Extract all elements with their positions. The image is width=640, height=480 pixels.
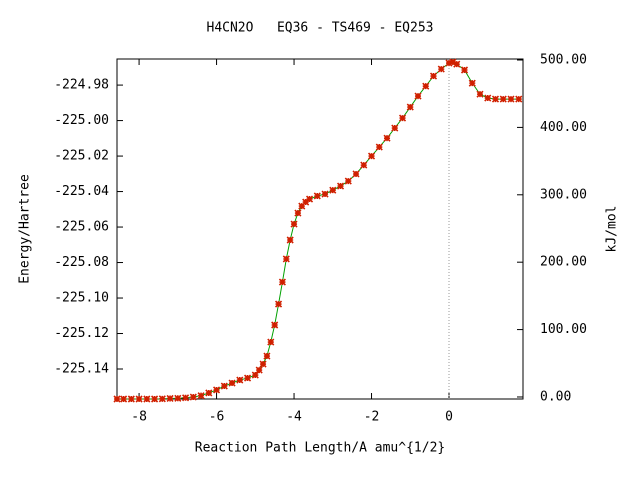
data-point bbox=[375, 143, 383, 151]
data-point bbox=[286, 236, 294, 244]
data-point bbox=[120, 395, 128, 403]
data-point bbox=[255, 366, 263, 374]
data-point bbox=[228, 379, 236, 387]
data-point bbox=[113, 395, 121, 403]
data-point bbox=[271, 321, 279, 329]
data-point bbox=[398, 114, 407, 122]
data-point bbox=[460, 66, 469, 74]
data-point bbox=[383, 134, 391, 142]
data-point bbox=[414, 92, 422, 100]
data-point bbox=[429, 72, 438, 80]
x-tick-label: 0 bbox=[445, 410, 453, 425]
data-point bbox=[220, 382, 228, 390]
data-point bbox=[302, 198, 310, 206]
y-tick-label: -225.10 bbox=[54, 291, 109, 306]
y-tick-label: -225.00 bbox=[54, 113, 109, 128]
data-point bbox=[278, 278, 286, 286]
data-point bbox=[236, 376, 244, 384]
data-point bbox=[468, 79, 476, 87]
data-point bbox=[437, 65, 445, 73]
data-point bbox=[182, 394, 190, 402]
data-point bbox=[143, 395, 151, 403]
data-point bbox=[449, 58, 457, 66]
data-point bbox=[507, 95, 515, 103]
data-point bbox=[197, 392, 205, 400]
data-point bbox=[445, 59, 453, 67]
plot-border bbox=[116, 58, 524, 400]
y2-tick-label: 400.00 bbox=[540, 120, 587, 135]
data-point bbox=[282, 255, 290, 263]
data-point bbox=[329, 186, 337, 194]
y-tick-label: -225.08 bbox=[54, 255, 109, 270]
y2-tick-label: 300.00 bbox=[540, 187, 587, 202]
data-point bbox=[135, 395, 143, 403]
x-tick-label: -2 bbox=[364, 410, 380, 425]
y2-tick-label: 200.00 bbox=[540, 255, 587, 270]
data-point bbox=[251, 371, 259, 379]
data-point bbox=[321, 190, 329, 198]
data-point bbox=[243, 374, 252, 382]
data-point bbox=[212, 386, 221, 394]
data-point bbox=[166, 394, 174, 403]
y2-tick-label: 500.00 bbox=[540, 53, 587, 68]
x-tick-label: -4 bbox=[286, 410, 302, 425]
y-tick-label: -225.12 bbox=[54, 326, 109, 341]
y2-tick-label: 0.00 bbox=[540, 389, 571, 404]
data-point bbox=[491, 95, 500, 103]
x-tick-label: -8 bbox=[131, 410, 147, 425]
data-point bbox=[305, 195, 314, 203]
data-point bbox=[189, 393, 197, 401]
y-tick-label: -225.14 bbox=[54, 362, 109, 377]
data-point bbox=[352, 170, 360, 178]
y-tick-label: -225.02 bbox=[54, 149, 109, 164]
data-point bbox=[499, 95, 507, 103]
data-point bbox=[127, 395, 135, 403]
data-point bbox=[174, 394, 182, 402]
data-point bbox=[290, 220, 298, 228]
data-point bbox=[484, 94, 492, 102]
data-point bbox=[406, 103, 414, 111]
x-axis-label: Reaction Path Length/A amu^{1/2} bbox=[195, 441, 445, 456]
data-point bbox=[313, 192, 321, 200]
data-point bbox=[344, 177, 352, 185]
data-point bbox=[151, 395, 159, 403]
y2-axis-label: kJ/mol bbox=[605, 206, 620, 253]
data-point bbox=[263, 352, 271, 360]
data-point bbox=[453, 60, 461, 68]
data-point bbox=[267, 338, 275, 346]
data-point bbox=[298, 202, 306, 210]
data-point bbox=[274, 300, 283, 308]
y-axis-label: Energy/Hartree bbox=[18, 174, 33, 284]
data-point bbox=[259, 360, 267, 368]
y-tick-label: -224.98 bbox=[54, 78, 109, 93]
data-point bbox=[336, 182, 345, 190]
y2-tick-label: 100.00 bbox=[540, 322, 587, 337]
data-point bbox=[158, 395, 166, 403]
data-point bbox=[205, 389, 213, 397]
data-point bbox=[515, 95, 523, 103]
data-point bbox=[391, 124, 399, 132]
data-point bbox=[367, 152, 376, 160]
y-tick-label: -225.04 bbox=[54, 184, 109, 199]
data-point bbox=[476, 90, 484, 98]
data-point bbox=[422, 82, 430, 90]
y-tick-label: -225.06 bbox=[54, 220, 109, 235]
data-point bbox=[294, 209, 302, 217]
data-point bbox=[360, 161, 368, 169]
chart-title: H4CN2O EQ36 - TS469 - EQ253 bbox=[207, 21, 434, 36]
x-tick-label: -6 bbox=[209, 410, 225, 425]
